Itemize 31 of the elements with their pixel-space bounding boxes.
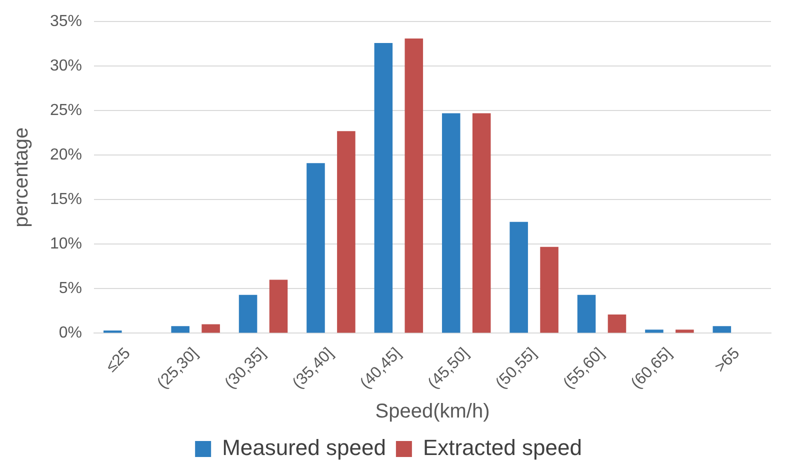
bar — [171, 326, 190, 333]
y-tick-label: 10% — [50, 236, 82, 253]
x-tick-label: >65 — [712, 344, 744, 376]
y-tick-label: 35% — [50, 13, 82, 30]
bar — [238, 294, 258, 333]
bar — [510, 222, 528, 333]
bar — [540, 246, 558, 333]
x-tick-label: ≤25 — [103, 344, 134, 376]
legend-label: Measured speed — [222, 435, 386, 460]
legend-label: Extracted speed — [422, 435, 582, 460]
y-tick-label: 5% — [58, 280, 82, 298]
bar — [442, 113, 460, 333]
y-tick-label: 30% — [50, 58, 82, 75]
bar — [577, 294, 596, 333]
y-tick-label: 15% — [50, 191, 82, 208]
y-tick-label: 0% — [58, 324, 82, 342]
bar — [676, 330, 694, 333]
bar — [404, 38, 424, 333]
y-tick-label: 20% — [50, 146, 82, 164]
bar — [337, 131, 356, 333]
bar — [374, 42, 393, 333]
bar — [472, 113, 491, 333]
bar — [269, 280, 288, 333]
x-axis-title: Speed(km/h) — [375, 400, 490, 423]
bar — [645, 330, 664, 333]
y-axis-title: percentage — [10, 127, 33, 228]
y-tick-label: 25% — [50, 102, 82, 120]
bar — [712, 326, 732, 333]
bar — [202, 324, 220, 333]
bar — [306, 163, 325, 333]
bar — [608, 314, 626, 333]
